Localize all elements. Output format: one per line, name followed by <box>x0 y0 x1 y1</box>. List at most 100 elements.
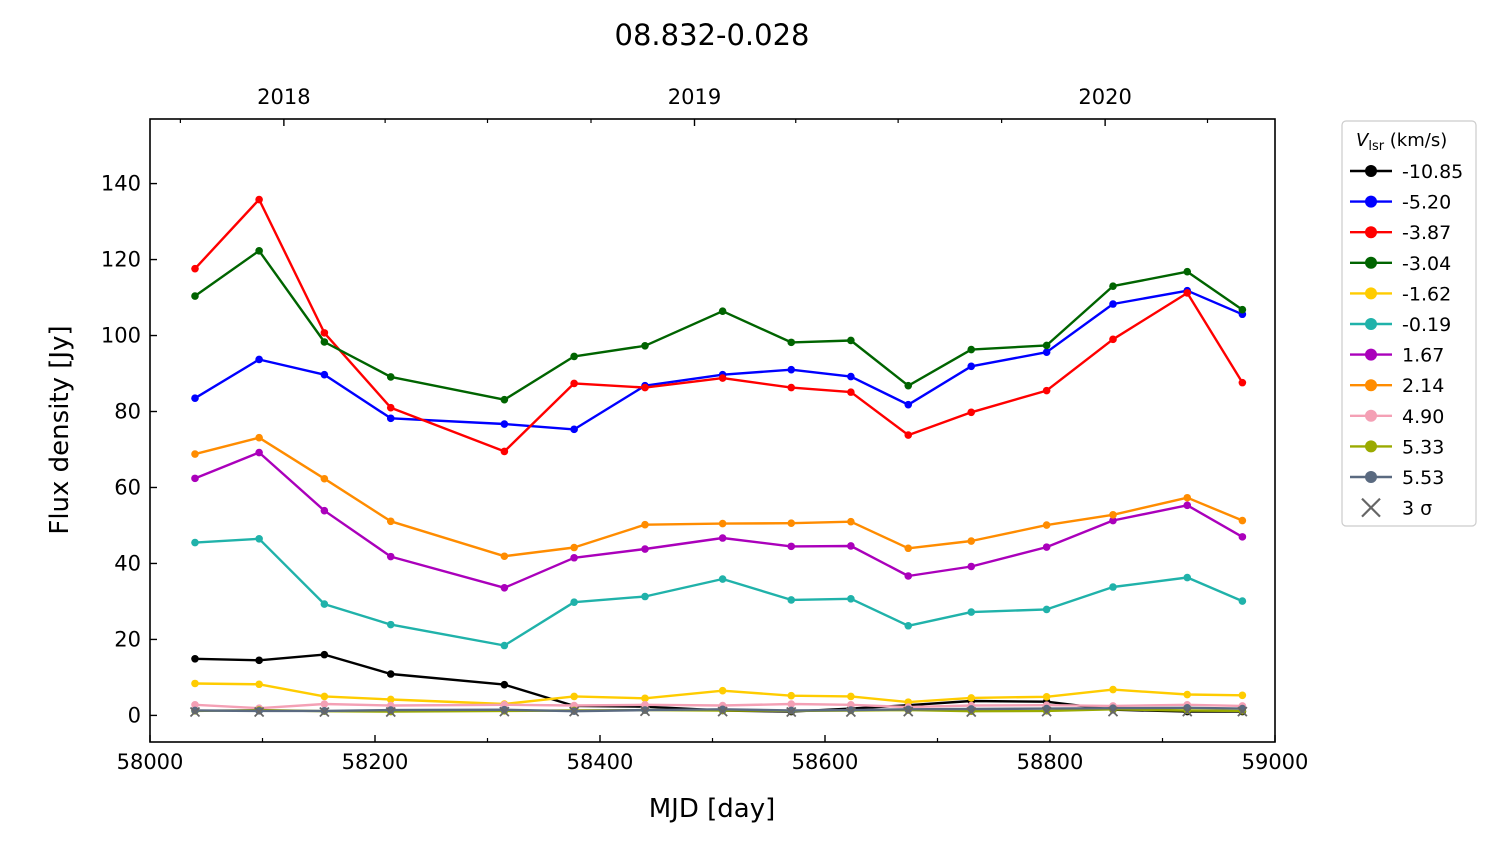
legend-item: 5.53 <box>1350 467 1444 489</box>
series-layer <box>189 195 1248 718</box>
legend-box <box>1341 120 1477 527</box>
data-point <box>718 705 727 714</box>
y-tick-label: 40 <box>114 551 141 575</box>
data-point <box>1109 583 1117 591</box>
legend-marker <box>1365 471 1377 483</box>
data-point <box>191 264 199 273</box>
legend-marker <box>1365 318 1377 330</box>
data-point <box>255 195 263 204</box>
data-point <box>718 374 727 382</box>
y-axis: 0 20 40 60 80 100 120 140 <box>101 172 157 727</box>
data-point <box>500 641 509 650</box>
data-point <box>1109 335 1117 344</box>
data-point <box>967 362 976 371</box>
data-point <box>1042 692 1051 701</box>
data-point <box>847 542 855 550</box>
series-line <box>194 451 1243 589</box>
series--1.62 <box>191 679 1247 708</box>
series-2.14 <box>191 433 1247 561</box>
data-point <box>1183 493 1192 502</box>
legend-label: -10.85 <box>1402 161 1463 183</box>
data-point <box>255 656 263 665</box>
legend-label: 5.53 <box>1402 467 1444 489</box>
data-point <box>718 686 727 695</box>
data-point <box>386 670 395 678</box>
legend-label: -0.19 <box>1402 314 1451 336</box>
data-point <box>847 372 855 381</box>
legend-item: 4.90 <box>1350 406 1444 428</box>
data-point <box>787 519 796 527</box>
data-point <box>386 414 395 423</box>
chart-title: 08.832-0.028 <box>615 18 810 52</box>
data-point <box>255 534 263 543</box>
data-point <box>500 705 509 714</box>
legend-label: 1.67 <box>1402 345 1444 367</box>
sigma-marker <box>1237 706 1248 717</box>
data-point <box>967 345 976 354</box>
data-point <box>320 506 329 515</box>
data-point <box>904 621 913 630</box>
data-point <box>847 594 855 603</box>
data-point <box>1042 386 1051 395</box>
series--3.87 <box>191 195 1247 456</box>
data-point <box>641 694 649 703</box>
legend-marker <box>1365 287 1377 300</box>
legend-item: -3.87 <box>1350 222 1451 244</box>
data-point <box>386 373 395 381</box>
data-point <box>570 553 578 562</box>
legend-marker <box>1365 195 1377 208</box>
data-point <box>320 474 329 483</box>
data-point <box>1109 300 1117 308</box>
data-point <box>255 433 263 442</box>
data-point <box>1109 511 1117 519</box>
series-line <box>194 249 1244 401</box>
data-point <box>320 370 329 379</box>
series-line <box>194 537 1243 647</box>
data-point <box>847 692 855 701</box>
data-point <box>847 336 855 345</box>
data-point <box>320 338 329 346</box>
data-point <box>641 700 649 709</box>
legend-item: -10.85 <box>1350 161 1463 183</box>
data-point <box>787 706 796 715</box>
sigma-marker <box>1041 706 1052 717</box>
data-point <box>641 592 649 601</box>
legend-items: -10.85 -5.20 -3.87 -3.04 -1.62 -0.19 1.67 2.14 4… <box>1350 161 1463 520</box>
sigma-marker <box>1182 706 1193 717</box>
legend-marker <box>1365 379 1377 392</box>
data-point <box>718 575 727 583</box>
x-tick-label: 58200 <box>342 750 409 774</box>
legend-label: -3.87 <box>1402 222 1451 244</box>
data-point <box>641 520 649 529</box>
legend-label: -5.20 <box>1402 192 1451 214</box>
series-line <box>194 289 1243 431</box>
data-point <box>718 307 727 316</box>
sigma-marker <box>1107 706 1119 717</box>
data-point <box>1183 573 1192 582</box>
data-point <box>967 408 976 417</box>
y-tick-label: 0 <box>128 703 141 727</box>
legend-label: -3.04 <box>1402 253 1451 275</box>
data-point <box>386 706 395 714</box>
data-point <box>320 600 329 608</box>
data-point <box>191 700 199 709</box>
data-point <box>570 598 578 607</box>
data-point <box>1238 691 1247 700</box>
x-axis: 58000 58200 58400 58600 58800 59000 <box>117 735 1308 774</box>
legend-item: 5.33 <box>1350 436 1444 458</box>
data-point <box>570 352 578 361</box>
top-tick-label: 2019 <box>668 85 721 109</box>
legend-item: -1.62 <box>1350 283 1451 305</box>
legend-marker <box>1365 348 1377 361</box>
data-point <box>500 447 509 456</box>
series-line <box>194 702 1243 710</box>
legend-item: -0.19 <box>1350 314 1451 336</box>
data-point <box>641 341 649 350</box>
data-point <box>787 383 796 392</box>
data-point <box>904 544 913 553</box>
data-point <box>847 517 855 526</box>
series-line <box>194 682 1243 706</box>
legend-item: -5.20 <box>1350 192 1451 214</box>
sigma-marker <box>845 706 857 718</box>
data-point <box>255 247 263 255</box>
